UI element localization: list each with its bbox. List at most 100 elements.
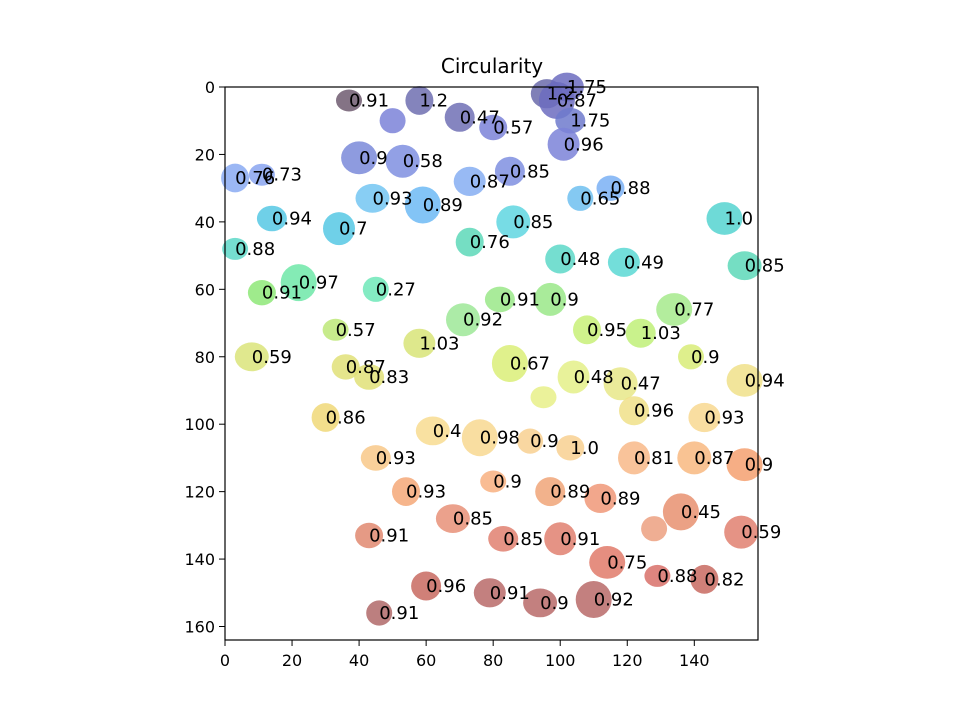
y-tick-label-3: 60 [195,280,215,299]
plot-frame [224,86,759,641]
cell-layer [221,72,763,626]
y-tick-label-8: 160 [184,618,215,637]
cell-66 [641,516,668,542]
cell-label-77: 0.92 [594,590,634,611]
cell-label-8: 1.75 [570,111,610,132]
cell-18 [567,185,594,211]
cell-label-7: 0.57 [493,118,533,139]
cell-46 [603,367,638,401]
cell-label-74: 0.96 [426,576,466,597]
cell-label-49: 0.86 [326,408,366,429]
cell-24 [222,237,249,260]
cell-label-44: 0.83 [369,367,409,388]
cell-68 [488,526,519,552]
cell-label-26: 0.48 [560,249,600,270]
cell-16 [355,183,390,213]
cell-21 [323,212,355,246]
cell-label-73: 0.82 [704,569,744,590]
cell-label-31: 0.91 [262,283,302,304]
cell-label-69: 0.91 [560,529,600,550]
cell-70 [724,515,759,549]
cell-19 [596,175,625,201]
cell-41 [491,345,528,382]
cell-label-56: 0.93 [376,448,416,469]
x-tick-label-0: 0 [220,651,230,670]
cell-52 [415,416,450,446]
cell-67 [355,522,384,549]
cell-label-5: 0.87 [557,91,597,112]
cell-label-16: 0.93 [373,188,413,209]
cell-49 [311,403,340,432]
cell-label-25: 0.76 [470,232,510,253]
cell-71 [589,546,626,579]
x-tick-label-2: 40 [349,651,369,670]
cell-13 [221,163,250,193]
cell-label-35: 0.77 [674,300,714,321]
cell-47 [726,364,763,397]
cell-17 [404,186,441,224]
cell-44 [354,364,385,390]
cell-label-27: 0.49 [624,252,664,273]
cell-label-24: 0.88 [235,239,275,260]
y-tick-label-7: 140 [184,550,215,569]
x-tick-label-6: 120 [612,651,643,670]
x-tick-label-5: 100 [545,651,576,670]
cell-label-71: 0.75 [607,552,647,573]
cell-78 [366,600,393,626]
cell-label-60: 0.9 [493,472,522,493]
cell-62 [535,477,566,507]
cell-label-13: 0.76 [235,168,275,189]
y-tick-label-6: 120 [184,483,215,502]
cell-57 [618,441,650,475]
cell-label-64: 0.85 [453,509,493,530]
cell-label-0: 0.91 [349,91,389,112]
cell-label-18: 0.65 [580,188,620,209]
cell-label-63: 0.89 [600,488,640,509]
y-tick-label-2: 40 [195,213,215,232]
cell-8 [555,107,586,134]
cell-36 [322,318,349,341]
cell-50 [619,396,649,426]
cell-label-33: 0.9 [550,289,579,310]
y-tick-label-4: 80 [195,348,215,367]
cell-26 [545,244,576,274]
cell-54 [517,428,544,454]
x-tick-label-1: 20 [282,651,302,670]
x-tick-label-7: 140 [679,651,710,670]
cell-72 [644,564,671,587]
cell-label-36: 0.57 [336,320,376,341]
cell-label-1: 1.2 [419,91,448,112]
x-tick-label-3: 60 [416,651,436,670]
cell-label-28: 0.85 [745,256,785,277]
cell-45 [557,360,590,394]
cell-label-62: 0.89 [550,482,590,503]
cell-53 [461,419,498,457]
cell-56 [360,445,391,471]
cell-27 [607,247,640,277]
cell-label-38: 1.03 [641,323,681,344]
cell-label-40: 0.59 [252,347,292,368]
cell-9 [547,127,580,161]
cell-12 [248,163,275,186]
label-layer: 0.91 1.20.471.21.750.870.57 1.750.960.580.… [235,77,785,624]
cell-29 [280,264,317,302]
cell-74 [411,571,442,601]
y-tick-label-5: 100 [184,415,215,434]
cell-77 [575,581,612,618]
cell-37 [573,315,601,345]
y-tick-label-1: 20 [195,145,215,164]
cell-48 [530,386,557,409]
cell-59 [726,448,763,482]
cell-label-10: 0.58 [403,151,443,172]
cell-28 [727,251,762,281]
cell-25 [455,227,484,257]
cell-label-70: 0.59 [741,522,781,543]
cell-label-29: 0.97 [299,273,339,294]
cell-label-12: 0.73 [262,165,302,186]
cell-60 [480,470,507,493]
cell-11 [341,141,378,175]
cell-63 [584,483,617,513]
cell-label-11: 0.9 [359,148,388,169]
